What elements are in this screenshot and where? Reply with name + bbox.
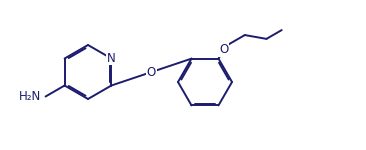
- Text: H₂N: H₂N: [19, 90, 42, 103]
- Text: O: O: [147, 66, 156, 79]
- Text: N: N: [107, 51, 116, 64]
- Text: O: O: [219, 44, 228, 56]
